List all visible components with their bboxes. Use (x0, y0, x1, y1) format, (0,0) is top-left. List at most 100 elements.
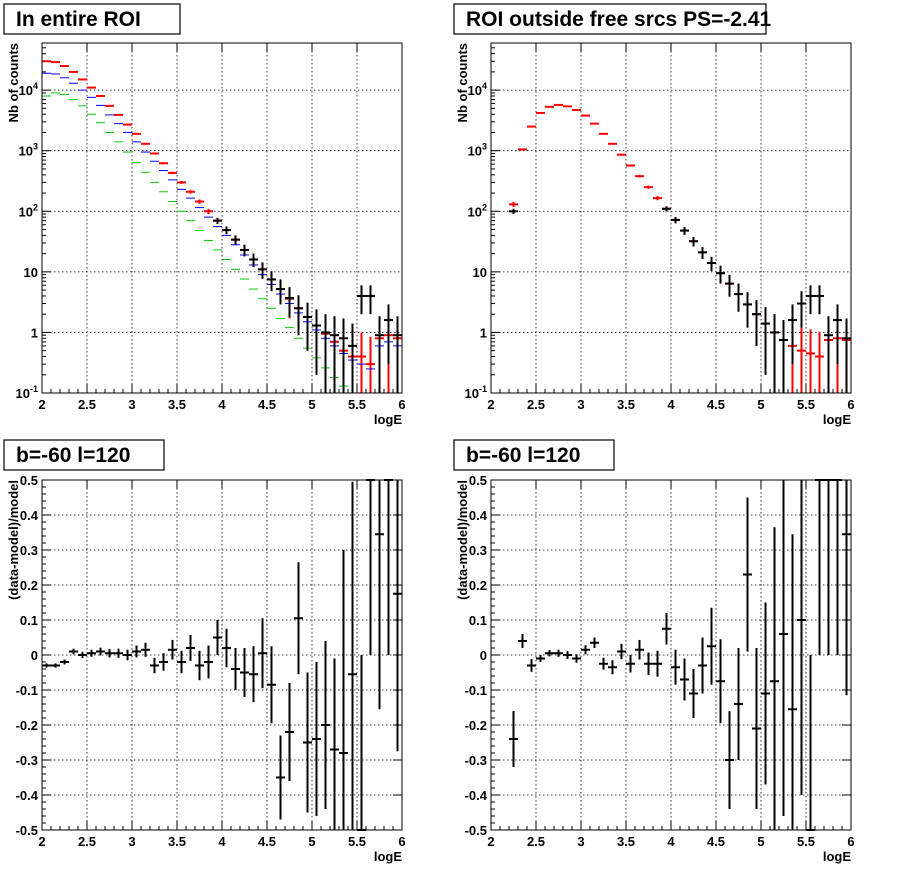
panel-title: b=-60 l=120 (466, 444, 580, 467)
data-point (644, 652, 653, 675)
panel-title-box: b=-60 l=120 (453, 439, 615, 471)
y-tick-exponent: 4 (482, 81, 487, 91)
title-box-frame (3, 3, 181, 35)
x-tick-label: 3.5 (617, 397, 635, 412)
data-point (114, 113, 123, 116)
data-point (743, 292, 752, 328)
y-tick-label: 10 (24, 265, 38, 280)
data-point (204, 208, 213, 215)
y-tick-exponent: 3 (33, 142, 38, 152)
x-tick-label: 4.5 (258, 397, 276, 412)
data-point (294, 295, 303, 336)
data-point (608, 142, 617, 145)
data-point (312, 309, 321, 375)
plot-frame (490, 42, 852, 394)
data-point (231, 648, 240, 690)
y-tick-exponent: 2 (482, 202, 487, 212)
y-tick-label: 0.1 (20, 613, 38, 628)
data-point (671, 649, 680, 685)
x-tick-label: 2 (38, 397, 45, 412)
x-tick-label: 4 (667, 834, 675, 849)
data-point (213, 620, 222, 655)
x-tick-label: 6 (398, 397, 405, 412)
data-point (339, 318, 348, 393)
data-point (617, 153, 626, 156)
data-point (51, 663, 60, 668)
y-tick-label: 0.3 (20, 543, 38, 558)
plot-frame (490, 479, 852, 831)
data-point (177, 650, 186, 674)
data-point (303, 672, 312, 813)
y-tick-exponent: 4 (33, 81, 38, 91)
data-point (321, 314, 330, 393)
data-point (267, 646, 276, 724)
x-tick-label: 4.5 (707, 834, 725, 849)
x-tick-label: 4.5 (258, 834, 276, 849)
x-tick-label: 4.5 (707, 397, 725, 412)
data-series (509, 479, 851, 831)
data-series (213, 217, 402, 393)
data-point (132, 132, 141, 135)
data-point (366, 336, 375, 393)
data-point (177, 180, 186, 184)
data-point (357, 332, 366, 393)
x-axis-title: logE (823, 412, 851, 427)
y-tick-label: 0 (31, 648, 38, 663)
data-point (509, 711, 518, 767)
y-tick-base: 10 (468, 144, 482, 159)
data-point (626, 655, 635, 673)
data-point (779, 320, 788, 393)
data-point (240, 648, 249, 697)
data-point (186, 190, 195, 194)
data-point (806, 655, 815, 831)
x-tick-label: 2.5 (78, 834, 96, 849)
y-tick-label: -0.4 (16, 788, 39, 803)
y-tick-label: -0.3 (16, 753, 38, 768)
y-axis-title: (data-model)/model (455, 480, 470, 600)
data-point (806, 329, 815, 393)
title-box-frame (3, 439, 165, 471)
data-point (357, 655, 366, 831)
x-tick-label: 4 (218, 834, 226, 849)
y-tick-label: 0.2 (469, 578, 487, 593)
data-point (222, 628, 231, 668)
data-point (716, 639, 725, 724)
panel-title-box: In entire ROI (3, 3, 181, 35)
data-point (60, 659, 69, 665)
y-tick-label: 104 (468, 81, 487, 98)
data-point (375, 316, 384, 393)
data-point (689, 236, 698, 247)
data-point (536, 655, 545, 662)
data-point (572, 108, 581, 111)
data-point (626, 164, 635, 167)
data-point (563, 651, 572, 659)
data-point (249, 253, 258, 268)
data-point (752, 648, 761, 809)
y-tick-label: 102 (468, 202, 487, 219)
data-point (78, 651, 87, 659)
data-point (662, 206, 671, 212)
data-point (276, 735, 285, 820)
y-tick-exponent: 3 (482, 142, 487, 152)
data-point (797, 480, 806, 795)
data-point (366, 479, 375, 655)
panel-title-box: ROI outside free srcs PS=-2.41 (453, 3, 772, 35)
data-point (842, 318, 851, 393)
y-tick-label: -0.1 (465, 683, 487, 698)
data-point (581, 645, 590, 655)
data-point (599, 657, 608, 670)
data-point (815, 331, 824, 393)
y-tick-exponent: -1 (30, 384, 38, 394)
y-tick-base: 10 (19, 83, 33, 98)
data-point (563, 105, 572, 108)
data-point (159, 162, 168, 165)
data-point (653, 196, 662, 201)
data-point (384, 479, 393, 655)
data-point (231, 235, 240, 245)
x-tick-label: 3 (128, 397, 135, 412)
data-point (195, 650, 204, 681)
y-tick-label: 0.3 (469, 543, 487, 558)
x-axis-title: logE (823, 849, 851, 864)
y-tick-label: 0 (480, 648, 487, 663)
